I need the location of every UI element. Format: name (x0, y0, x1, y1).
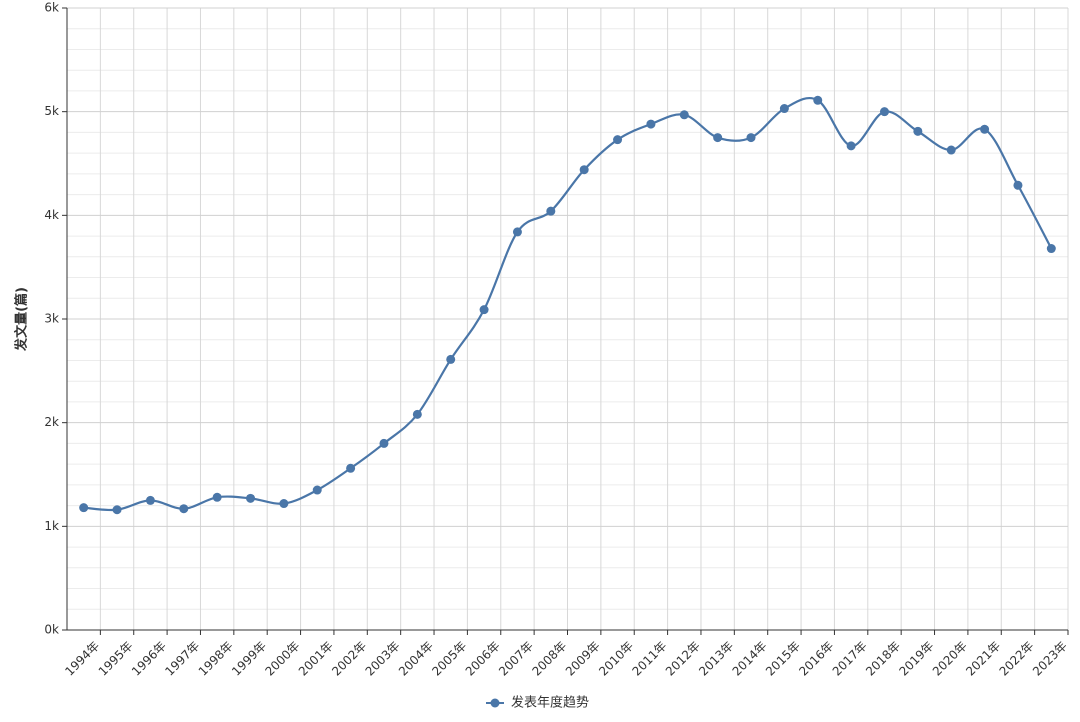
point (279, 499, 289, 509)
point (212, 492, 222, 502)
x-tick-label: 2016年 (796, 639, 836, 679)
x-tick-label: 2001年 (296, 639, 336, 679)
x-tick-label: 2023年 (1030, 639, 1070, 679)
point (179, 504, 189, 514)
x-tick-label: 2000年 (262, 639, 302, 679)
y-tick-label: 1k (44, 519, 59, 533)
x-tick-label: 1999年 (229, 639, 269, 679)
point (446, 354, 456, 364)
x-tick-label: 2019年 (896, 639, 936, 679)
x-tick-label: 2014年 (730, 639, 770, 679)
point (980, 124, 990, 134)
point (879, 107, 889, 117)
point (246, 493, 256, 503)
point (779, 104, 789, 114)
point (913, 126, 923, 136)
y-tick-label: 5k (44, 104, 59, 118)
x-tick-label: 2004年 (396, 639, 436, 679)
x-tick-label: 2006年 (463, 639, 503, 679)
point (613, 135, 623, 145)
point (479, 305, 489, 315)
y-tick-label: 2k (44, 415, 59, 429)
legend-marker (490, 698, 500, 708)
point (1046, 244, 1056, 254)
x-tick-label: 1998年 (196, 639, 236, 679)
x-tick-label: 2013年 (696, 639, 736, 679)
x-tick-label: 2015年 (763, 639, 803, 679)
point (79, 503, 89, 513)
point (746, 133, 756, 143)
point (646, 119, 656, 129)
point (312, 485, 322, 495)
x-tick-label: 1997年 (162, 639, 202, 679)
x-tick-label: 2009年 (563, 639, 603, 679)
x-tick-label: 2021年 (963, 639, 1003, 679)
point (379, 438, 389, 448)
x-tick-label: 2012年 (663, 639, 703, 679)
x-tick-label: 2020年 (930, 639, 970, 679)
x-tick-label: 2018年 (863, 639, 903, 679)
y-tick-label: 3k (44, 312, 59, 326)
point (412, 409, 422, 419)
point (546, 206, 556, 216)
x-tick-label: 1996年 (129, 639, 169, 679)
point (846, 141, 856, 151)
x-tick-label: 2017年 (830, 639, 870, 679)
y-axis-title: 发文量(篇) (14, 287, 30, 352)
x-tick-label: 2010年 (596, 639, 636, 679)
point (946, 145, 956, 155)
x-tick-label: 2008年 (529, 639, 569, 679)
point (112, 505, 122, 515)
legend-label: 发表年度趋势 (511, 695, 589, 711)
x-tick-label: 2022年 (997, 639, 1037, 679)
x-tick-label: 1995年 (96, 639, 136, 679)
y-tick-label: 6k (44, 1, 59, 15)
x-tick-label: 2002年 (329, 639, 369, 679)
x-tick-label: 1994年 (62, 639, 102, 679)
point (1013, 180, 1023, 190)
point (679, 110, 689, 120)
point (813, 95, 823, 105)
y-tick-label: 4k (44, 208, 59, 222)
x-tick-label: 2005年 (429, 639, 469, 679)
point (512, 227, 522, 237)
x-tick-label: 2011年 (630, 639, 670, 679)
point (346, 463, 356, 473)
x-tick-label: 2003年 (363, 639, 403, 679)
point (579, 165, 589, 175)
point (713, 133, 723, 143)
point (145, 495, 155, 505)
y-tick-label: 0k (44, 623, 59, 637)
x-tick-label: 2007年 (496, 639, 536, 679)
